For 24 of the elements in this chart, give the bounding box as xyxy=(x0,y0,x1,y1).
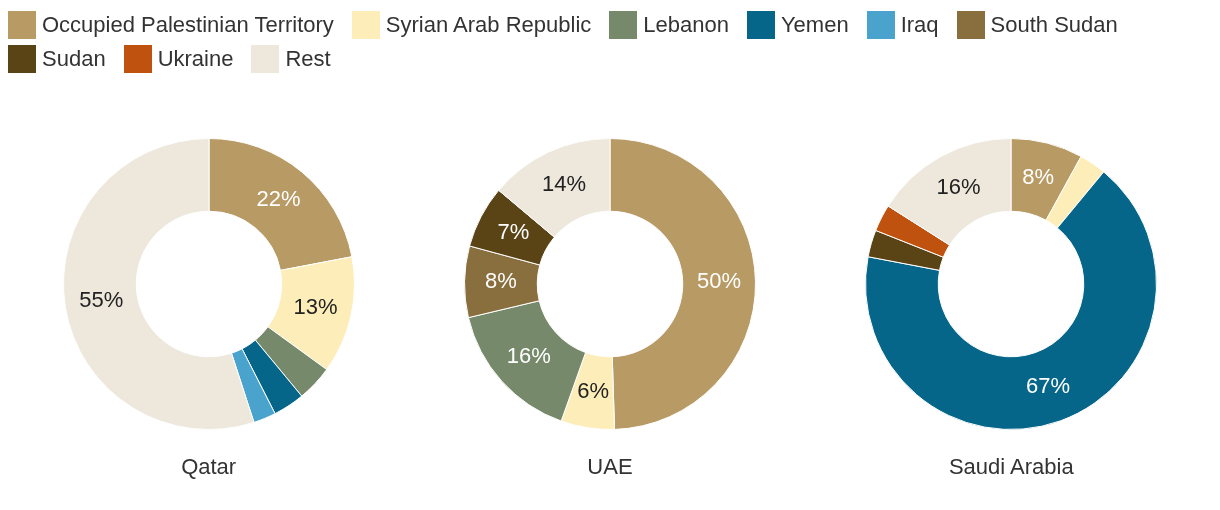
text: Saudi Arabia xyxy=(948,454,1074,480)
legend-label: Syrian Arab Republic xyxy=(385,11,592,39)
text: UAE xyxy=(587,454,633,480)
data-label: 7% xyxy=(497,219,530,245)
data-label: 6% xyxy=(577,377,609,403)
legend-label: Iraq xyxy=(900,11,939,39)
legend-label: Ukraine xyxy=(157,45,234,73)
data-label: 14% xyxy=(541,171,586,197)
legend-label: South Sudan xyxy=(990,11,1118,39)
legend-label: Sudan xyxy=(42,45,106,73)
data-label: 22% xyxy=(256,185,301,211)
legend-label: Yemen xyxy=(780,11,849,39)
legend-label: Lebanon xyxy=(643,11,729,39)
data-label: 13% xyxy=(293,293,338,319)
legend-label: Occupied Palestinian Territory xyxy=(42,11,334,39)
data-label: 50% xyxy=(697,268,742,294)
legend-label: Rest xyxy=(285,45,331,73)
data-label: 8% xyxy=(484,268,517,294)
data-label: 55% xyxy=(78,287,123,313)
data-label: 67% xyxy=(1026,372,1071,398)
data-label: 8% xyxy=(1022,164,1055,190)
data-label: 16% xyxy=(936,174,981,200)
text: Qatar xyxy=(181,454,237,480)
data-label: 16% xyxy=(506,342,551,368)
